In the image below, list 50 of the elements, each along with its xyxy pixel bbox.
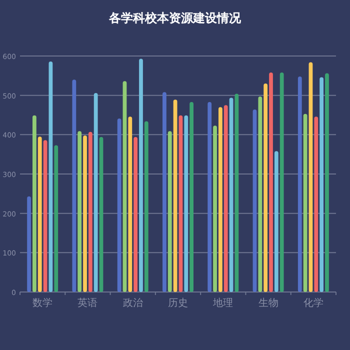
bar	[139, 58, 143, 292]
bar	[208, 102, 212, 292]
x-tick-label: 生物	[258, 297, 278, 309]
bar	[269, 72, 273, 292]
bar	[280, 72, 284, 292]
bar	[264, 84, 268, 292]
bar	[72, 80, 76, 292]
x-tick-label: 历史	[168, 297, 188, 309]
x-tick-label: 政治	[122, 297, 143, 309]
bar	[94, 92, 98, 292]
bar	[320, 77, 324, 292]
bar	[234, 94, 239, 292]
bar	[252, 109, 257, 292]
bar	[190, 102, 194, 292]
bar	[122, 81, 127, 292]
bar	[43, 140, 48, 292]
bar	[303, 114, 308, 292]
bar	[274, 151, 278, 292]
bar	[99, 137, 104, 292]
bar	[258, 96, 262, 292]
bar	[32, 115, 36, 292]
bar	[298, 76, 302, 292]
bar	[224, 105, 228, 292]
bar	[27, 196, 31, 292]
chart-title: 各学科校本资源建设情况	[108, 11, 242, 25]
bar	[325, 73, 329, 292]
bar	[178, 115, 183, 292]
x-tick-label: 化学	[303, 297, 324, 309]
bar	[162, 92, 166, 292]
bar	[54, 145, 58, 292]
bar	[173, 100, 178, 292]
x-tick-label: 数学	[32, 297, 53, 309]
bar	[78, 131, 82, 292]
bar	[218, 107, 222, 292]
bar	[308, 62, 313, 292]
bar	[38, 136, 42, 292]
bar	[144, 121, 148, 292]
x-tick-label: 地理	[212, 297, 234, 309]
bar	[83, 135, 87, 292]
bar	[88, 132, 92, 292]
x-tick-label: 英语	[78, 297, 98, 309]
bar	[117, 118, 122, 292]
bar	[48, 62, 53, 292]
bar	[134, 137, 138, 292]
bar	[184, 115, 188, 292]
bar	[168, 131, 172, 292]
bar	[314, 116, 318, 292]
bar	[213, 126, 217, 292]
bar	[229, 98, 234, 292]
bar	[128, 116, 132, 292]
